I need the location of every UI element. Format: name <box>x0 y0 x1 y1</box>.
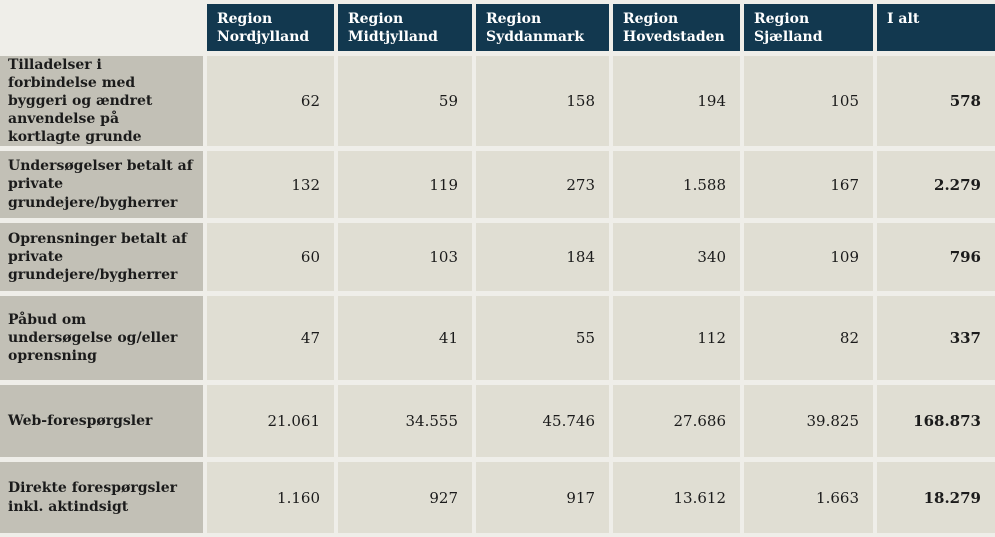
row-label-text: Påbud om undersøgelse og/eller oprensnin… <box>8 311 178 365</box>
row-label-text: Direkte forespørgsler inkl. aktindsigt <box>8 480 177 515</box>
row-label-oprensninger: Oprensninger betalt af private grundejer… <box>0 223 203 291</box>
table-cell: 41 <box>338 296 472 380</box>
table-cell: 158 <box>476 56 609 146</box>
row-label-paabud: Påbud om undersøgelse og/eller oprensnin… <box>0 296 203 380</box>
table-cell: 39.825 <box>744 385 873 457</box>
column-header-i-alt: I alt <box>877 4 995 51</box>
column-header-region-nordjylland: Region Nordjylland <box>207 4 334 51</box>
table-cell: 273 <box>476 151 609 218</box>
table-cell-total: 337 <box>877 296 995 380</box>
table-cell: 917 <box>476 462 609 533</box>
row-label-text: Oprensninger betalt af private grundejer… <box>8 230 187 284</box>
column-header-label: Region Syddanmark <box>486 11 585 45</box>
table-cell-total: 796 <box>877 223 995 291</box>
row-label-text: Undersøgelser betalt af private grundeje… <box>8 158 193 211</box>
column-header-region-hovedstaden: Region Hovedstaden <box>613 4 740 51</box>
row-label-text: Tilladelser i forbindelse med byggeri og… <box>8 56 153 146</box>
table-cell: 927 <box>338 462 472 533</box>
table-cell: 21.061 <box>207 385 334 457</box>
row-label-text: Web-forespørgsler <box>8 412 153 429</box>
table-cell: 59 <box>338 56 472 146</box>
column-header-label: Region Hovedstaden <box>623 11 725 45</box>
table-cell: 34.555 <box>338 385 472 457</box>
column-header-label: Region Midtjylland <box>348 11 438 45</box>
table-cell: 1.588 <box>613 151 740 218</box>
table-cell-total: 2.279 <box>877 151 995 218</box>
table-cell: 82 <box>744 296 873 380</box>
table-cell: 47 <box>207 296 334 380</box>
table-cell: 105 <box>744 56 873 146</box>
column-header-region-syddanmark: Region Syddanmark <box>476 4 609 51</box>
column-header-label: I alt <box>887 11 920 27</box>
table-cell: 27.686 <box>613 385 740 457</box>
row-label-tilladelser: Tilladelser i forbindelse med byggeri og… <box>0 56 203 146</box>
table-cell: 62 <box>207 56 334 146</box>
table-cell: 1.160 <box>207 462 334 533</box>
table-cell: 184 <box>476 223 609 291</box>
column-header-label: Region Sjælland <box>754 11 823 45</box>
table-cell: 340 <box>613 223 740 291</box>
table-cell-total: 168.873 <box>877 385 995 457</box>
row-label-undersoegelser: Undersøgelser betalt af private grundeje… <box>0 151 203 218</box>
row-label-web-forespoergsler: Web-forespørgsler <box>0 385 203 457</box>
table-cell: 194 <box>613 56 740 146</box>
table-cell: 45.746 <box>476 385 609 457</box>
column-header-label: Region Nordjylland <box>217 11 310 45</box>
table-cell: 60 <box>207 223 334 291</box>
column-header-region-sjaelland: Region Sjælland <box>744 4 873 51</box>
table-cell: 119 <box>338 151 472 218</box>
table-cell: 132 <box>207 151 334 218</box>
corner-cell <box>0 4 203 51</box>
row-label-direkte-forespoergsler: Direkte forespørgsler inkl. aktindsigt <box>0 462 203 533</box>
table-cell: 112 <box>613 296 740 380</box>
table-cell-total: 18.279 <box>877 462 995 533</box>
table-cell: 167 <box>744 151 873 218</box>
table-cell: 103 <box>338 223 472 291</box>
table-cell: 109 <box>744 223 873 291</box>
table-cell: 13.612 <box>613 462 740 533</box>
table-cell: 55 <box>476 296 609 380</box>
table-cell: 1.663 <box>744 462 873 533</box>
column-header-region-midtjylland: Region Midtjylland <box>338 4 472 51</box>
table-cell-total: 578 <box>877 56 995 146</box>
